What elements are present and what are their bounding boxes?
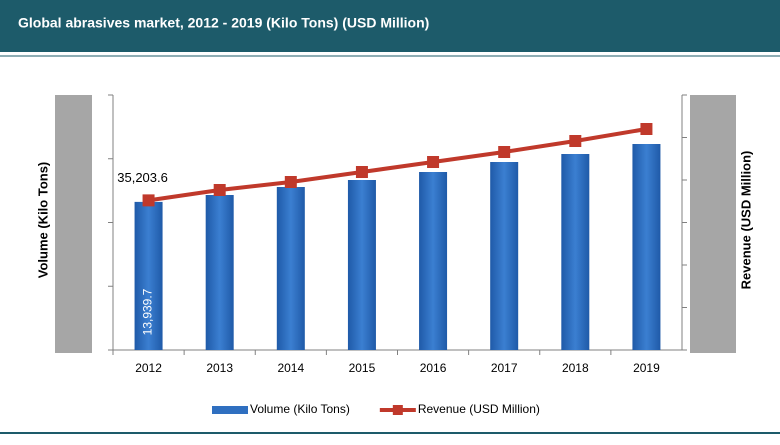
- line: [148, 127, 647, 203]
- x-tick-label: 2018: [562, 361, 589, 375]
- x-tick-label: 2016: [420, 361, 447, 375]
- line-marker: [640, 123, 653, 135]
- bar: [490, 162, 519, 350]
- legend-label: Volume (Kilo Tons): [250, 402, 350, 416]
- line-marker: [498, 146, 511, 159]
- line-marker: [284, 176, 297, 189]
- y2-label-box: [690, 95, 736, 353]
- bar: [134, 201, 163, 350]
- bar: [419, 171, 448, 350]
- y-label-box: [55, 95, 92, 353]
- x-tick-label: 2019: [633, 361, 660, 375]
- x-tick-label: 2014: [277, 361, 304, 375]
- x-tick-label: 2012: [135, 361, 162, 375]
- bar: [561, 154, 590, 350]
- bar: [632, 144, 661, 350]
- x-tick-label: 2017: [491, 361, 518, 375]
- legend-label: Revenue (USD Million): [418, 402, 540, 416]
- line-marker: [569, 135, 582, 148]
- line-marker: [213, 184, 226, 197]
- line-marker: [355, 166, 368, 179]
- bar: [205, 195, 234, 350]
- value-label: 13,939.7: [141, 288, 155, 335]
- y2-axis-label: Revenue (USD Million): [738, 151, 753, 290]
- line-marker: [427, 156, 440, 169]
- value-label: 35,203.6: [117, 170, 168, 185]
- line-marker: [142, 194, 155, 207]
- bar: [347, 180, 376, 350]
- y-axis-label: Volume (Kilo Tons): [35, 162, 50, 279]
- x-tick-label: 2013: [206, 361, 233, 375]
- legend-swatch: [392, 405, 403, 415]
- legend-swatch: [212, 406, 248, 414]
- bar: [276, 187, 305, 350]
- x-tick-label: 2015: [349, 361, 376, 375]
- chart-title: Global abrasives market, 2012 - 2019 (Ki…: [18, 15, 429, 31]
- header-band: [0, 0, 780, 52]
